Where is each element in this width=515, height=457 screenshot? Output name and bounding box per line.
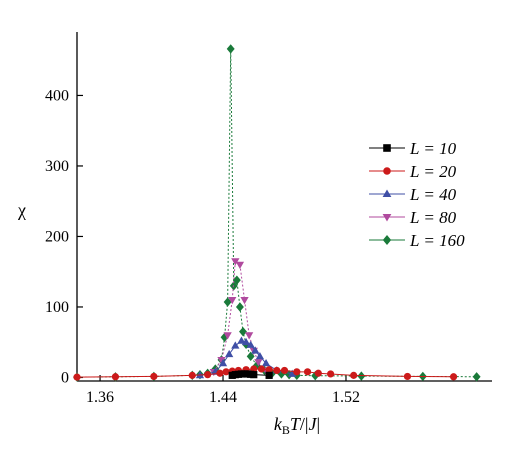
data-point — [228, 297, 237, 305]
data-point — [237, 336, 246, 344]
data-point — [261, 359, 271, 367]
data-point — [383, 167, 391, 175]
data-point — [223, 297, 232, 307]
data-point — [288, 369, 297, 377]
y-axis-label: χ — [17, 200, 26, 220]
series-0 — [228, 370, 273, 379]
data-point — [382, 213, 392, 222]
data-point — [273, 366, 281, 375]
data-point — [265, 371, 273, 379]
data-point — [382, 189, 392, 198]
legend-label: L = 20 — [409, 162, 457, 181]
data-point — [254, 359, 263, 367]
data-point — [225, 349, 234, 358]
legend: L = 10 L = 20 L = 40 L = 80 L = 160 — [369, 139, 465, 250]
data-point — [257, 365, 266, 373]
data-point — [188, 371, 196, 379]
data-point — [255, 352, 265, 360]
legend-item: L = 80 — [369, 208, 457, 227]
y-tick-label: 200 — [45, 228, 69, 245]
x-axis-label: kBT/|J| — [274, 414, 320, 437]
legend-item: L = 40 — [369, 185, 457, 204]
x-tick-label: 1.36 — [86, 389, 114, 406]
data-point — [251, 346, 260, 354]
y-tick-label: 300 — [45, 158, 69, 175]
data-point — [303, 368, 312, 376]
legend-item: L = 10 — [369, 139, 457, 158]
data-point — [382, 235, 392, 245]
data-point — [449, 373, 458, 381]
legend-label: L = 160 — [409, 231, 465, 250]
data-point — [239, 326, 247, 337]
data-point — [222, 368, 230, 376]
data-point — [240, 297, 249, 305]
data-point — [245, 332, 254, 340]
data-point — [73, 373, 81, 381]
series-line — [76, 368, 454, 378]
ticks: 1.36 1.44 1.52 0 100 200 300 400 — [45, 87, 360, 406]
axes — [76, 32, 492, 382]
data-point — [472, 372, 481, 382]
x-tick-label: 1.44 — [209, 389, 237, 406]
legend-item: L = 20 — [369, 162, 457, 181]
data-point — [250, 371, 258, 379]
data-point — [246, 340, 255, 348]
data-point — [231, 341, 240, 349]
data-point — [235, 302, 244, 312]
data-point — [232, 275, 241, 285]
data-point — [350, 371, 358, 379]
data-point — [150, 372, 158, 381]
data-point — [216, 369, 224, 377]
data-point — [383, 144, 391, 152]
data-point — [280, 366, 289, 375]
y-tick-label: 0 — [61, 369, 69, 386]
y-tick-label: 400 — [45, 87, 69, 104]
data-point — [327, 370, 335, 378]
data-point — [265, 366, 273, 374]
x-tick-label: 1.52 — [332, 389, 360, 406]
series-layer — [73, 44, 481, 382]
legend-item: L = 160 — [369, 231, 465, 250]
data-point — [217, 356, 226, 365]
data-point — [204, 371, 212, 379]
data-point — [235, 261, 245, 269]
data-point — [241, 337, 251, 346]
data-point — [314, 369, 322, 377]
legend-label: L = 80 — [409, 208, 457, 227]
data-point — [357, 371, 366, 381]
legend-label: L = 40 — [409, 185, 457, 204]
data-point — [226, 44, 235, 54]
data-point — [231, 258, 240, 266]
data-point — [223, 332, 232, 340]
data-point — [403, 372, 412, 381]
data-point — [111, 373, 120, 381]
legend-label: L = 10 — [409, 139, 457, 158]
data-point — [293, 368, 301, 376]
y-tick-label: 100 — [45, 299, 69, 316]
data-point — [246, 351, 255, 362]
data-point — [285, 369, 294, 380]
data-point — [218, 359, 228, 367]
